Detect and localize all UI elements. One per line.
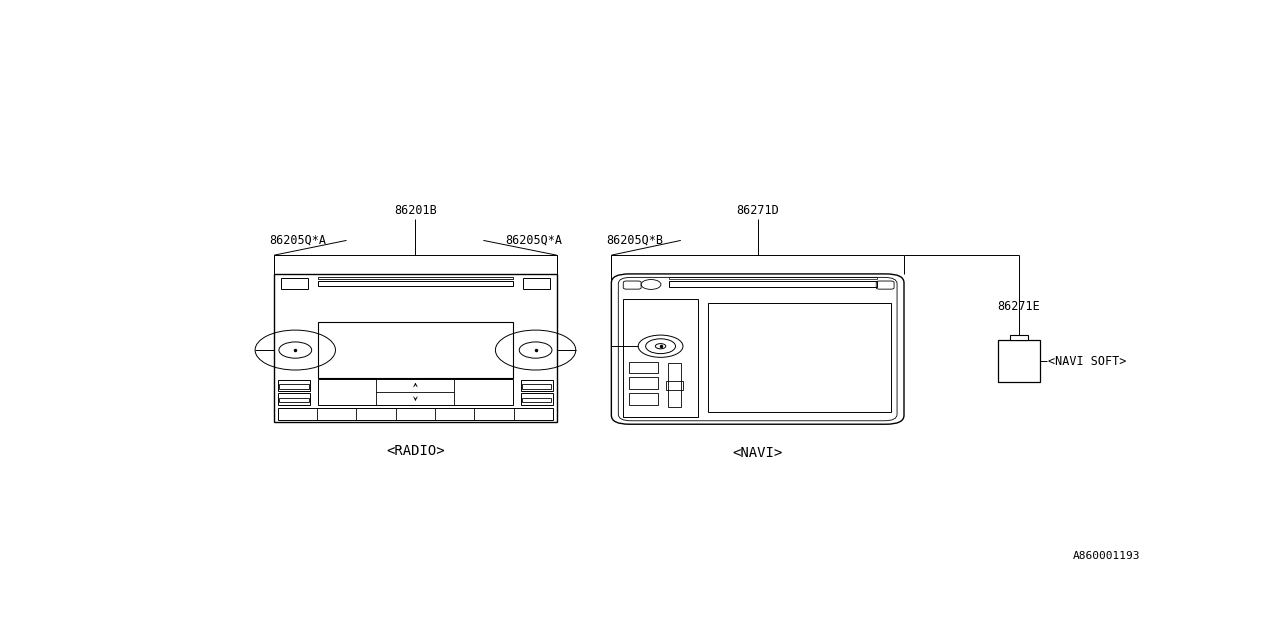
Bar — [669, 277, 877, 279]
Bar — [521, 392, 553, 404]
Text: <NAVI SOFT>: <NAVI SOFT> — [1048, 355, 1126, 368]
FancyBboxPatch shape — [612, 274, 904, 424]
Text: 86271D: 86271D — [736, 204, 780, 217]
Text: 86205Q*A: 86205Q*A — [269, 234, 326, 247]
Bar — [279, 384, 308, 388]
Bar — [708, 303, 891, 412]
Bar — [522, 278, 549, 289]
Text: 86201B: 86201B — [394, 204, 436, 217]
Text: 86205Q*B: 86205Q*B — [607, 234, 663, 247]
Bar — [623, 299, 698, 417]
Bar — [630, 362, 658, 373]
Bar — [282, 278, 308, 289]
Bar — [317, 281, 513, 287]
Bar — [521, 380, 553, 391]
Bar — [668, 363, 681, 408]
Text: 86205Q*A: 86205Q*A — [504, 234, 562, 247]
Bar — [278, 408, 553, 420]
Text: A860001193: A860001193 — [1073, 551, 1140, 561]
Text: <RADIO>: <RADIO> — [387, 444, 444, 458]
Bar — [278, 380, 310, 391]
Text: 86271E: 86271E — [997, 300, 1041, 313]
Bar — [317, 276, 513, 280]
Bar — [1010, 335, 1028, 340]
Bar — [669, 281, 877, 287]
Bar — [317, 379, 513, 404]
Bar — [630, 394, 658, 405]
Bar — [279, 397, 308, 402]
Text: <NAVI>: <NAVI> — [732, 447, 783, 460]
Bar — [998, 340, 1039, 382]
Bar — [630, 378, 658, 389]
Bar — [522, 397, 552, 402]
Bar — [317, 322, 513, 378]
Bar — [666, 381, 684, 390]
Bar — [522, 384, 552, 388]
Bar — [274, 274, 557, 422]
Bar — [278, 392, 310, 404]
